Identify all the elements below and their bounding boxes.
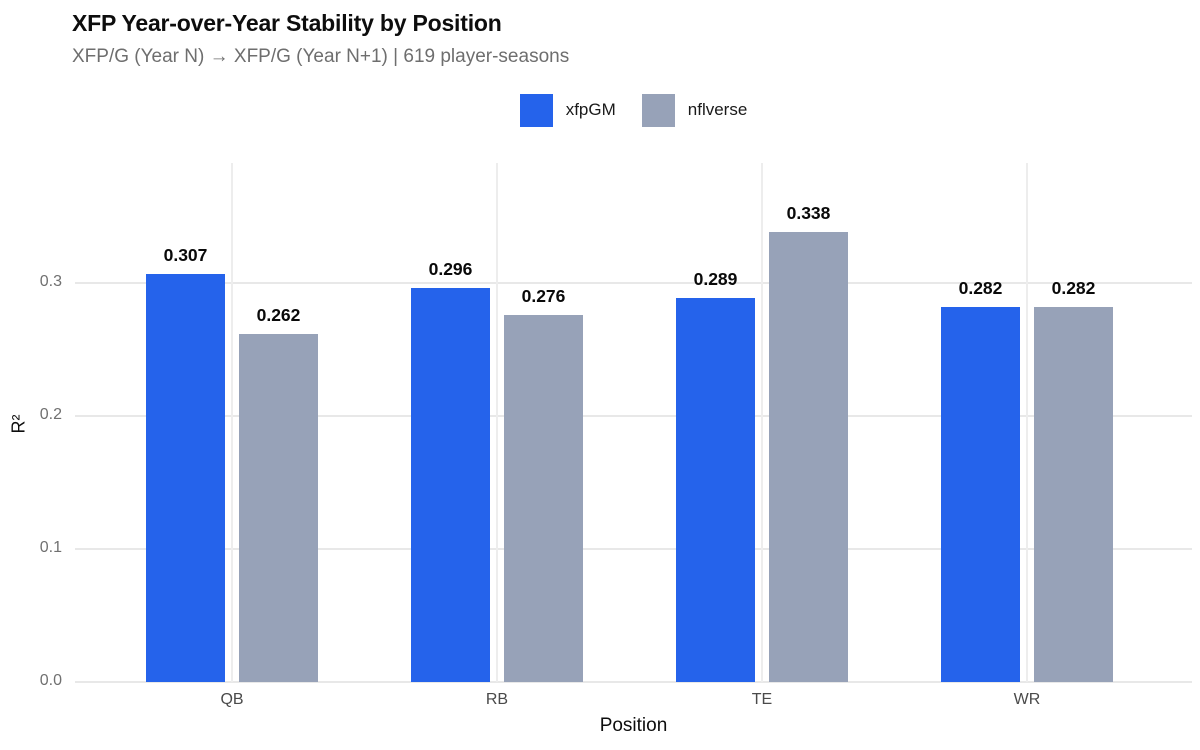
chart-subtitle: XFP/G (Year N) → XFP/G (Year N+1) | 619 …	[72, 46, 570, 67]
legend-label-xfpgm: xfpGM	[565, 100, 616, 119]
bar-xfpGM-QB	[146, 274, 225, 682]
gridline-y-0.0	[75, 681, 1192, 683]
gridline-x-RB	[496, 163, 498, 682]
y-tick-label-0.2: 0.2	[39, 406, 62, 423]
x-tick-label-QB: QB	[220, 691, 244, 708]
y-tick-label-0.0: 0.0	[39, 672, 62, 689]
bar-xfpGM-WR	[941, 307, 1020, 682]
bar-nflverse-QB	[239, 334, 318, 682]
x-tick-label-TE: TE	[751, 691, 773, 708]
bar-nflverse-RB	[504, 315, 583, 682]
legend-label-nflverse: nflverse	[687, 100, 748, 119]
legend: xfpGM nflverse	[75, 93, 1192, 127]
gridline-x-QB	[231, 163, 233, 682]
bar-nflverse-WR	[1034, 307, 1113, 682]
bar-value-label-nflverse-RB: 0.276	[521, 286, 566, 306]
gridline-x-WR	[1026, 163, 1028, 682]
legend-item-xfpgm: xfpGM	[519, 93, 616, 127]
legend-item-nflverse: nflverse	[641, 93, 748, 127]
bar-value-label-xfpGM-RB: 0.296	[428, 259, 473, 279]
bar-value-label-nflverse-QB: 0.262	[256, 305, 301, 325]
gridline-y-0.1	[75, 548, 1192, 550]
legend-swatch-nflverse	[641, 93, 675, 127]
bar-value-label-xfpGM-WR: 0.282	[958, 278, 1003, 298]
legend-swatch-xfpgm	[519, 93, 553, 127]
x-tick-label-RB: RB	[485, 691, 509, 708]
x-tick-label-WR: WR	[1013, 691, 1041, 708]
y-tick-label-0.1: 0.1	[39, 539, 62, 556]
chart-title: XFP Year-over-Year Stability by Position	[72, 10, 502, 36]
gridline-x-TE	[761, 163, 763, 682]
y-tick-label-0.3: 0.3	[39, 273, 62, 290]
gridline-y-0.3	[75, 282, 1192, 284]
bar-value-label-xfpGM-QB: 0.307	[163, 245, 208, 265]
bar-nflverse-TE	[769, 232, 848, 682]
bar-xfpGM-TE	[676, 298, 755, 682]
gridline-y-0.2	[75, 415, 1192, 417]
bar-value-label-nflverse-TE: 0.338	[786, 203, 831, 223]
bar-xfpGM-RB	[411, 288, 490, 682]
bar-value-label-nflverse-WR: 0.282	[1051, 278, 1096, 298]
x-axis-title: Position	[599, 715, 668, 736]
bar-value-label-xfpGM-TE: 0.289	[693, 269, 738, 289]
plot-area: 0.307 0.296 0.289 0.282 0.262 0.276 0.338 0.282	[75, 163, 1192, 683]
